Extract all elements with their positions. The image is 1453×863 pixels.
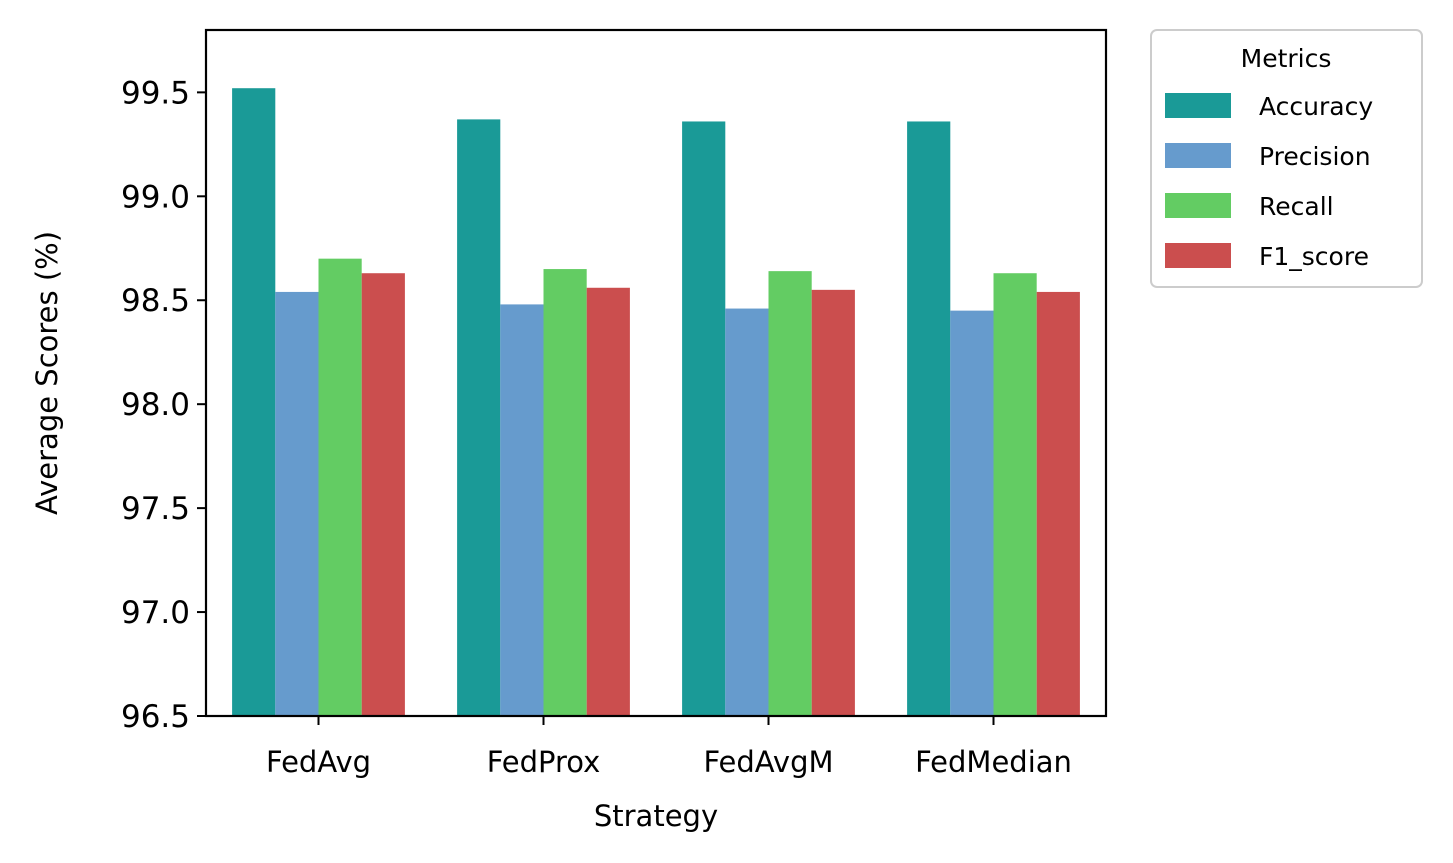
x-axis: FedAvg FedProx FedAvgM FedMedian: [266, 716, 1072, 779]
bar-precision-fedavgm: [725, 308, 769, 716]
y-tick-label: 97.0: [121, 595, 190, 631]
legend-swatch-f1-score: [1165, 243, 1231, 268]
legend-label: Recall: [1259, 192, 1334, 221]
y-tick-label: 98.5: [121, 283, 190, 319]
bar-f1-score-fedavgm: [811, 289, 855, 716]
legend-title: Metrics: [1241, 44, 1332, 73]
bar-accuracy-fedavg: [232, 88, 276, 717]
x-tick-label: FedAvgM: [703, 745, 833, 779]
x-axis-title: Strategy: [594, 799, 718, 833]
bars-group: [232, 88, 1080, 717]
y-tick-label: 99.5: [121, 75, 190, 111]
bar-precision-fedmedian: [950, 310, 994, 716]
legend-label: Accuracy: [1259, 92, 1373, 121]
legend: Metrics Accuracy Precision Recall F1_score: [1150, 29, 1423, 288]
bar-f1-score-fedmedian: [1036, 291, 1080, 716]
bar-recall-fedprox: [543, 269, 587, 716]
bar-f1-score-fedprox: [586, 287, 630, 716]
bar-recall-fedavg: [318, 258, 362, 716]
bar-f1-score-fedavg: [361, 273, 405, 716]
x-tick-label: FedAvg: [266, 745, 371, 779]
x-tick-label: FedMedian: [915, 745, 1072, 779]
bar-recall-fedavgm: [768, 271, 812, 716]
legend-label: Precision: [1259, 142, 1371, 171]
legend-swatch-precision: [1165, 143, 1231, 168]
y-tick-label: 96.5: [121, 699, 190, 735]
y-axis: 96.5 97.0 97.5 98.0 98.5 99.0 99.5: [121, 75, 206, 735]
bar-precision-fedavg: [275, 291, 319, 716]
x-tick-label: FedProx: [487, 745, 601, 779]
y-tick-label: 98.0: [121, 387, 190, 423]
bar-precision-fedprox: [500, 304, 544, 716]
legend-items: Accuracy Precision Recall F1_score: [1165, 92, 1373, 271]
plot-area-frame: [204, 28, 1108, 718]
legend-label: F1_score: [1259, 242, 1369, 271]
y-axis-title: Average Scores (%): [30, 231, 64, 515]
legend-swatch-accuracy: [1165, 93, 1231, 118]
y-tick-label: 99.0: [121, 179, 190, 215]
bar-recall-fedmedian: [993, 273, 1037, 716]
bar-accuracy-fedprox: [457, 119, 501, 716]
y-tick-label: 97.5: [121, 491, 190, 527]
bar-accuracy-fedmedian: [907, 121, 951, 716]
legend-swatch-recall: [1165, 193, 1231, 218]
bar-accuracy-fedavgm: [682, 121, 726, 716]
